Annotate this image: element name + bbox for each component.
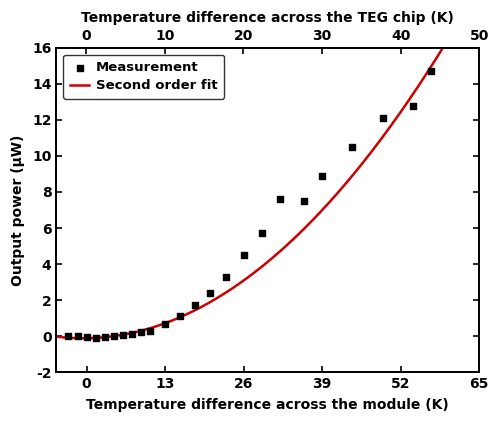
Second order fit bbox=[232, 284, 237, 289]
X-axis label: Temperature difference across the module (K): Temperature difference across the module… bbox=[86, 398, 449, 412]
Second order fit bbox=[316, 211, 322, 216]
Second order fit bbox=[350, 173, 356, 178]
Line: Second order fit: Second order fit bbox=[56, 38, 449, 338]
Measurement bbox=[348, 143, 356, 150]
Measurement bbox=[318, 173, 326, 179]
Measurement bbox=[161, 321, 169, 328]
Measurement bbox=[100, 334, 108, 341]
Measurement bbox=[74, 332, 82, 339]
Measurement bbox=[378, 115, 386, 121]
Measurement bbox=[110, 332, 118, 339]
Measurement bbox=[300, 198, 308, 204]
Second order fit bbox=[286, 241, 292, 246]
Measurement bbox=[258, 230, 266, 237]
Legend: Measurement, Second order fit: Measurement, Second order fit bbox=[63, 55, 224, 99]
Measurement bbox=[276, 196, 284, 203]
Y-axis label: Output power (μW): Output power (μW) bbox=[11, 135, 25, 286]
Measurement bbox=[128, 331, 136, 338]
Measurement bbox=[192, 301, 200, 308]
Measurement bbox=[176, 313, 184, 320]
Measurement bbox=[222, 273, 230, 280]
Second order fit bbox=[155, 323, 161, 328]
Measurement bbox=[137, 329, 145, 336]
Measurement bbox=[240, 252, 248, 258]
Second order fit bbox=[80, 336, 86, 341]
Second order fit bbox=[54, 334, 60, 339]
Measurement bbox=[427, 68, 435, 75]
Second order fit bbox=[446, 35, 452, 40]
X-axis label: Temperature difference across the TEG chip (K): Temperature difference across the TEG ch… bbox=[82, 11, 454, 25]
Measurement bbox=[409, 102, 417, 109]
Measurement bbox=[82, 334, 90, 341]
Measurement bbox=[206, 289, 214, 296]
Measurement bbox=[119, 332, 127, 338]
Measurement bbox=[92, 335, 100, 341]
Second order fit bbox=[124, 332, 130, 337]
Measurement bbox=[64, 332, 72, 339]
Measurement bbox=[146, 327, 154, 334]
